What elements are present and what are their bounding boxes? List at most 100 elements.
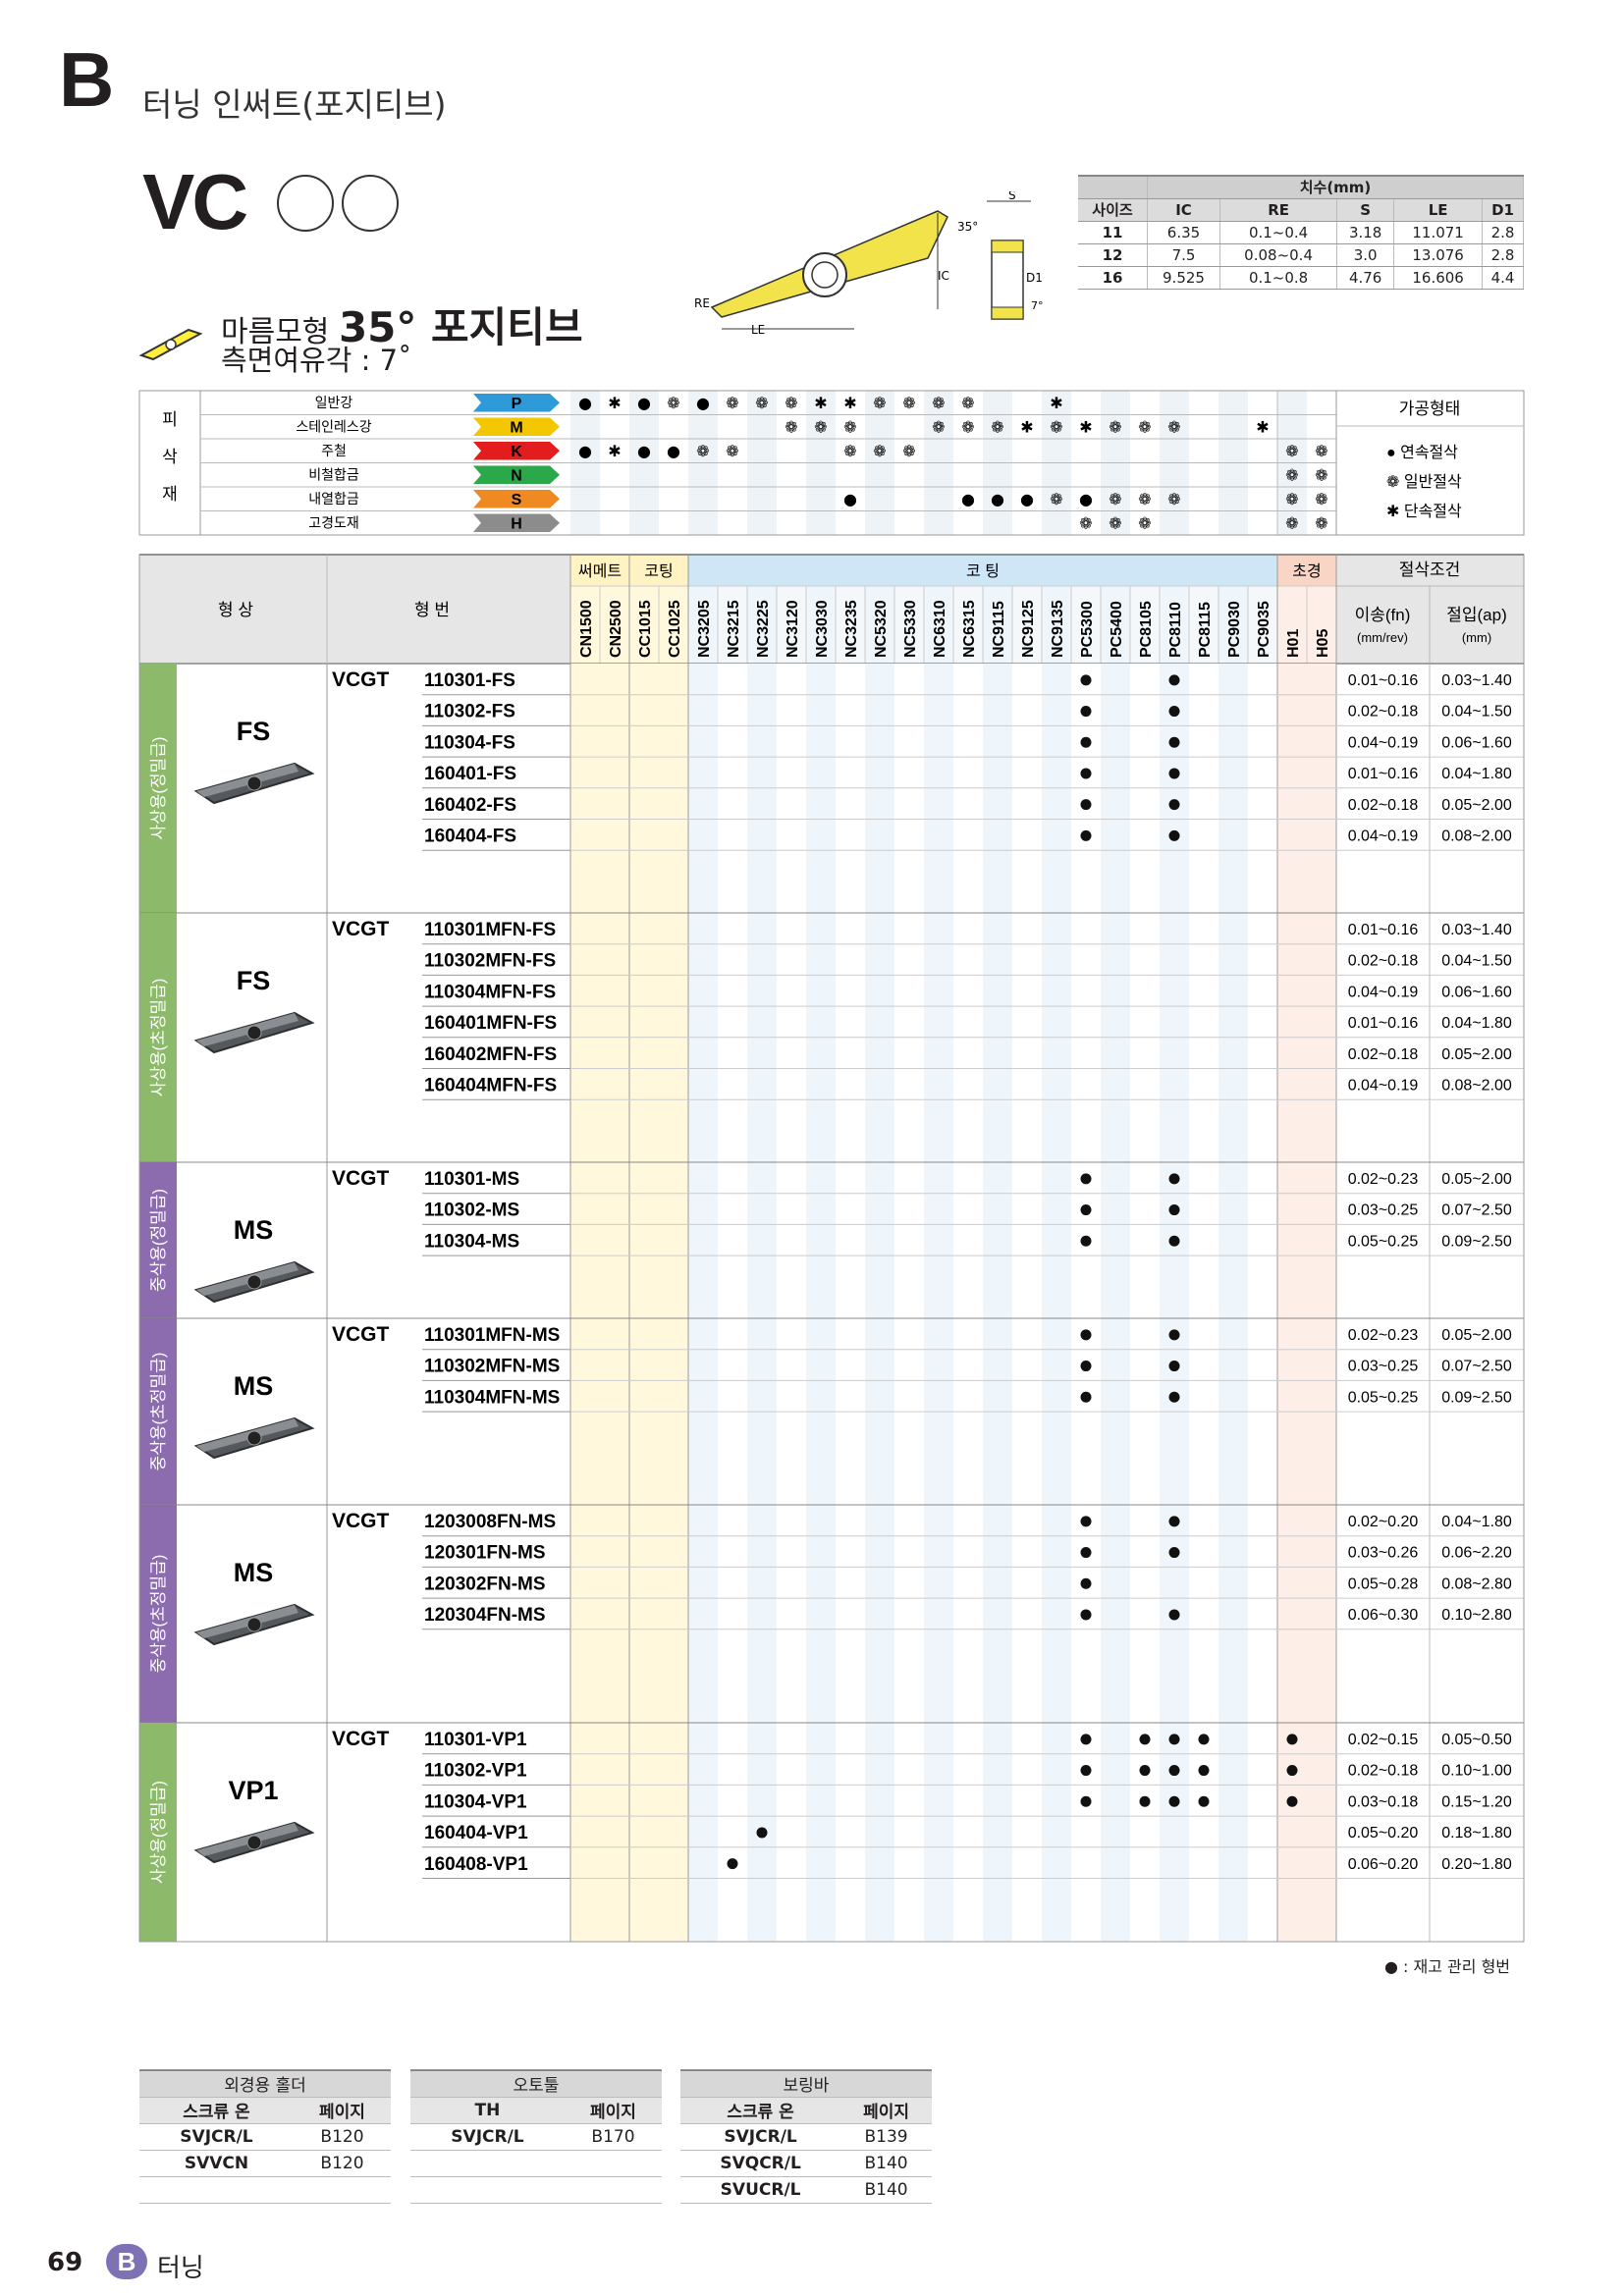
material-usage-mark: ✱: [608, 442, 621, 460]
chipbreaker-label: FS: [237, 717, 271, 746]
grade-name: NC3030: [814, 600, 831, 658]
grade-name: NC9115: [991, 601, 1007, 658]
stock-dot: [1198, 1734, 1210, 1745]
material-code-badge: [473, 465, 560, 484]
grade-header-cell: [1306, 585, 1337, 665]
insert-code: 160404MFN-FS: [424, 1076, 557, 1096]
depth-value: 0.10~2.80: [1441, 1607, 1512, 1624]
code-prefix: VCGT: [332, 1728, 390, 1750]
feed-unit: (mm/rev): [1357, 630, 1408, 645]
legend-box: [1335, 390, 1525, 536]
grade-col-bg: [865, 664, 894, 1942]
insert-code: 110301MFN-MS: [424, 1325, 560, 1346]
code-prefix: VCGT: [332, 1167, 390, 1190]
d1-label: D1: [1026, 271, 1043, 285]
feed-value: 0.04~0.19: [1348, 828, 1419, 845]
depth-value: 0.05~0.50: [1441, 1732, 1512, 1748]
depth-value: 0.05~2.00: [1441, 797, 1512, 814]
stock-dot: [1168, 1547, 1180, 1559]
material-usage-mark: ✱: [1079, 418, 1092, 437]
insert-code: 110301-VP1: [424, 1730, 527, 1750]
feed-value: 0.05~0.25: [1348, 1389, 1419, 1406]
material-usage-mark: ✱: [1020, 418, 1033, 437]
grade-col-bg: [836, 664, 865, 1942]
grade-header-cell: [687, 585, 719, 665]
depth-value: 0.18~1.80: [1441, 1825, 1512, 1842]
depth-value: 0.10~1.00: [1441, 1763, 1512, 1780]
grade-name: CN1500: [578, 600, 595, 658]
stock-dot: [1168, 1734, 1180, 1745]
insert-drawing: LE RE IC 35° S D1 7°: [694, 191, 1044, 337]
holder-row: [410, 2176, 662, 2204]
le-label: LE: [751, 323, 765, 337]
grade-col-bg: [1307, 664, 1336, 1942]
insert-code: 160401-FS: [424, 764, 516, 784]
material-usage-mark: ❁: [1079, 514, 1092, 533]
ic-label: IC: [938, 269, 949, 283]
grade-col-bg: [1248, 664, 1277, 1942]
feed-value: 0.05~0.20: [1348, 1825, 1419, 1842]
stock-dot: [1168, 1609, 1180, 1621]
grade-col-bg: [718, 664, 747, 1942]
insert-code: 110304-FS: [424, 732, 515, 753]
material-usage-mark: ❁: [1315, 514, 1327, 533]
feed-value: 0.02~0.20: [1348, 1514, 1419, 1530]
insert-code: 120304FN-MS: [424, 1605, 546, 1626]
stock-dot: [1168, 674, 1180, 686]
material-side-label: 피: [162, 410, 178, 429]
material-usage-mark: ❁: [1167, 490, 1180, 508]
stock-dot: [1168, 1235, 1180, 1247]
material-usage-mark: ❁: [991, 418, 1003, 437]
insert-code: 160404-FS: [424, 827, 516, 847]
section-side-label: 사상용(정밀급): [149, 1781, 168, 1884]
stock-dot: [1139, 1795, 1151, 1807]
material-usage-mark: ✱: [843, 394, 856, 412]
holder-row: SVUCR/L B140: [680, 2176, 932, 2204]
section-badge: B: [106, 2244, 147, 2279]
shape-name-bold: 35° 포지티브: [338, 303, 583, 351]
section-side-bar: [139, 913, 177, 1162]
holder-table-external: 외경용 홀더 스크류 온 페이지 SVJCR/L B120 SVVCN B120: [139, 2069, 391, 2204]
stock-dot: [1168, 799, 1180, 811]
grade-col-bg: [894, 664, 924, 1942]
depth-value: 0.08~2.80: [1441, 1575, 1512, 1592]
holder-row: SVJCR/L B170: [410, 2123, 662, 2151]
material-usage-mark: ❁: [873, 442, 886, 460]
re-label: RE: [694, 296, 710, 310]
feed-value: 0.04~0.19: [1348, 1078, 1419, 1095]
stock-dot: [1198, 1795, 1210, 1807]
feed-value: 0.03~0.25: [1348, 1202, 1419, 1219]
insert-image-highlight: [196, 1605, 298, 1638]
stock-dot: [1080, 1734, 1092, 1745]
holder-table-autotool: 오토툴 TH 페이지 SVJCR/L B170: [410, 2069, 662, 2204]
feed-value: 0.06~0.20: [1348, 1856, 1419, 1873]
feed-value: 0.03~0.25: [1348, 1359, 1419, 1375]
insert-code: 110302MFN-MS: [424, 1357, 560, 1377]
grade-col-bg: [747, 664, 777, 1942]
section-side-label: 중삭용(정밀급): [149, 1189, 168, 1292]
insert-code: 110301-MS: [424, 1169, 519, 1190]
material-usage-mark: ❁: [814, 418, 827, 437]
stock-dot: [1168, 1765, 1180, 1777]
dims-header: D1: [1482, 198, 1524, 222]
section-side-bar: [139, 1162, 177, 1318]
header-bg-left: [139, 555, 570, 664]
grade-col-bg: [1218, 664, 1248, 1942]
holder-row: SVJCR/L B139: [680, 2123, 932, 2151]
material-usage-mark: ❁: [873, 394, 886, 412]
material-usage-mark: ❁: [843, 442, 856, 460]
grade-name: PC9030: [1226, 601, 1243, 658]
code-prefix: VCGT: [332, 918, 390, 940]
feed-value: 0.05~0.28: [1348, 1575, 1419, 1592]
dims-group-header: 치수(mm): [1147, 175, 1524, 199]
insert-code: 110301-FS: [424, 670, 515, 691]
material-usage-mark: ●: [1020, 490, 1034, 508]
stock-dot: [1168, 1204, 1180, 1216]
grade-name: CC1015: [637, 600, 654, 658]
depth-value: 0.04~1.80: [1441, 766, 1512, 782]
chipbreaker-label: MS: [234, 1558, 274, 1587]
legend-item: ● 연속절삭: [1386, 444, 1458, 461]
feed-value: 0.02~0.18: [1348, 1763, 1419, 1780]
material-usage-mark: ❁: [902, 394, 915, 412]
